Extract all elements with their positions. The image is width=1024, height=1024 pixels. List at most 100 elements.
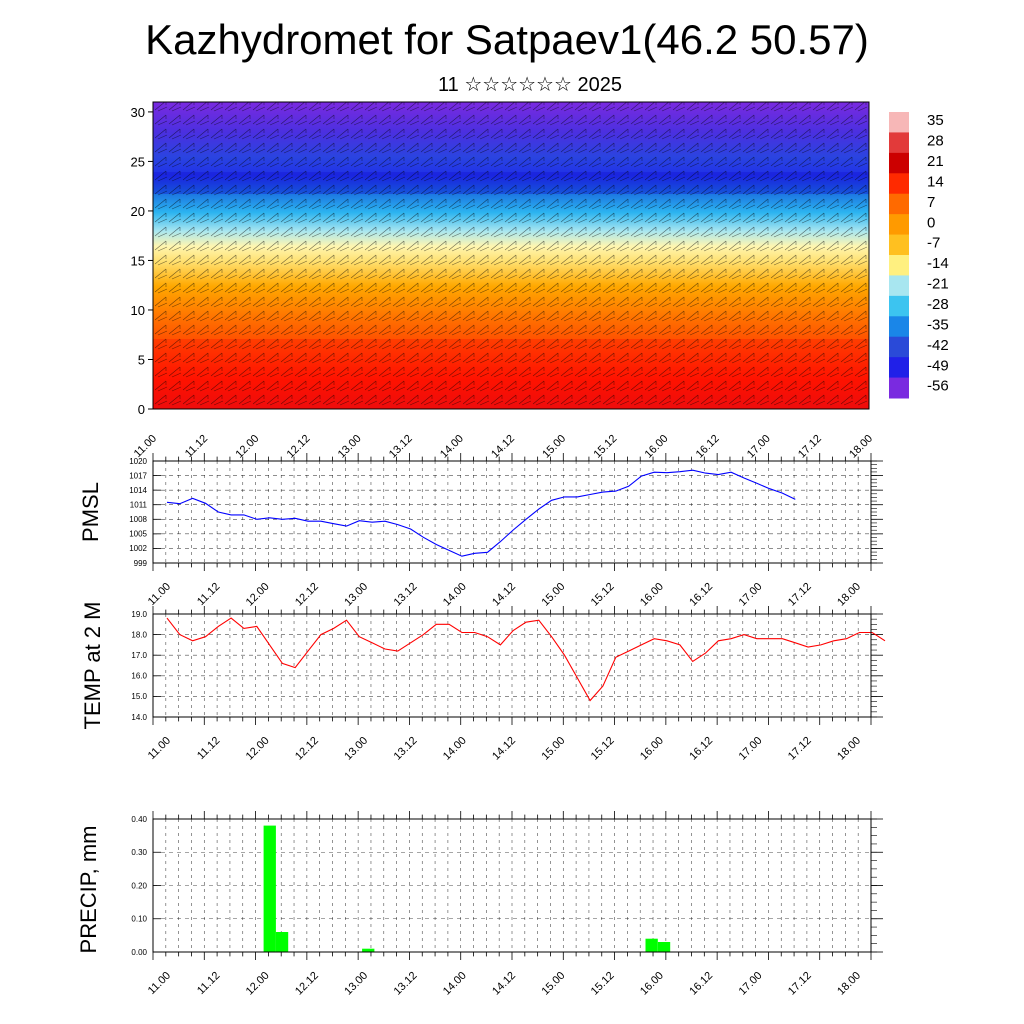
pmsl-x-tick-label: 11.12 [195, 581, 222, 608]
pmsl-x-tick-label: 17.12 [786, 581, 814, 609]
precip-x-tick-label: 13.00 [342, 970, 370, 998]
cross-section-x-tick-label: 15.12 [591, 433, 619, 461]
colorbar-label: -35 [927, 316, 949, 333]
chart-subtitle: 11 ☆☆☆☆☆☆ 2025 [438, 74, 622, 96]
temp-x-tick-label: 12.00 [244, 735, 272, 763]
cross-section-y-tick-label: 15 [131, 253, 145, 268]
colorbar-swatch [889, 357, 909, 379]
cross-section-x-tick-label: 12.00 [233, 433, 261, 461]
colorbar-swatch [889, 152, 909, 174]
pmsl-x-tick-label: 11.00 [146, 581, 173, 608]
temp-y-tick-label: 16.0 [131, 672, 147, 681]
precip-bar [362, 948, 375, 952]
pmsl-y-tick-label: 1011 [130, 501, 148, 510]
pmsl-x-tick-label: 13.00 [342, 581, 370, 609]
pmsl-x-tick-label: 17.00 [737, 581, 765, 609]
colorbar-label: 0 [927, 214, 935, 231]
precip-x-tick-label: 17.12 [786, 970, 814, 998]
precip-x-tick-label: 15.00 [539, 970, 567, 998]
temp-x-tick-label: 16.12 [687, 735, 715, 763]
colorbar-swatch [889, 132, 909, 154]
pmsl-series-line [166, 469, 796, 557]
colorbar-swatch [889, 214, 909, 236]
colorbar-swatch [889, 275, 909, 297]
precip-y-tick-label: 0.00 [131, 948, 147, 957]
cross-section-x-tick-label: 14.00 [438, 433, 466, 461]
colorbar-swatch [889, 316, 909, 338]
precip-bar [275, 932, 289, 952]
pmsl-y-tick-label: 1014 [129, 486, 147, 495]
temp-x-tick-label: 14.00 [441, 735, 469, 763]
wind-barbs-overlay [153, 102, 869, 409]
colorbar-label: 21 [927, 153, 944, 170]
pmsl-y-tick-label: 999 [134, 559, 148, 568]
precip-bar [263, 825, 276, 952]
colorbar-swatch [889, 255, 909, 276]
pmsl-x-tick-label: 14.00 [441, 581, 469, 609]
temp-x-tick-label: 14.12 [490, 735, 518, 763]
pmsl-y-tick-label: 1008 [129, 515, 147, 524]
precip-y-tick-label: 0.40 [131, 815, 147, 824]
colorbar-label: -49 [927, 357, 949, 374]
precip-y-axis-title: PRECIP, mm [76, 826, 101, 954]
precip-x-tick-label: 13.12 [392, 970, 420, 998]
temp-y-tick-label: 18.0 [131, 630, 147, 639]
pmsl-panel: 999 1002 1005 1008 1011 1014 1017 1020 11.00 11.1… [78, 453, 883, 609]
pmsl-x-tick-label: 16.12 [687, 581, 715, 609]
cross-section-x-tick-label: 12.12 [285, 433, 313, 461]
precip-x-tick-label: 17.00 [737, 970, 765, 998]
cross-section-x-tick-label: 15.00 [540, 433, 568, 461]
precip-x-tick-label: 12.12 [293, 970, 321, 998]
temp-x-tick-label: 13.00 [342, 735, 370, 763]
precip-bar [657, 942, 671, 952]
cross-section-x-tick-label: 11.12 [183, 433, 210, 460]
colorbar-swatch [889, 173, 909, 195]
pmsl-x-tick-label: 14.12 [490, 581, 518, 609]
precip-x-tick-label: 16.00 [638, 970, 666, 998]
cross-section-y-tick-label: 10 [131, 303, 145, 318]
precip-panel: 0.00 0.10 0.20 0.30 0.40 11.00 11.12 12.00 12.12… [76, 811, 883, 998]
precip-x-tick-label: 16.12 [687, 970, 715, 998]
temp-x-tick-label: 11.00 [146, 735, 173, 762]
colorbar-label: 28 [927, 133, 944, 150]
pmsl-x-tick-label: 12.00 [244, 581, 272, 609]
pmsl-x-tick-label: 13.12 [392, 581, 420, 609]
colorbar-label: 14 [927, 173, 944, 190]
cross-section-y-tick-label: 25 [131, 154, 145, 169]
colorbar-label: 35 [927, 112, 944, 129]
colorbar-label: -56 [927, 378, 949, 395]
cross-section-y-tick-label: 5 [138, 352, 145, 367]
colorbar-label: -14 [927, 255, 949, 272]
pmsl-x-tick-label: 18.00 [835, 581, 863, 609]
precip-x-tick-label: 11.12 [195, 970, 222, 997]
pmsl-y-axis-title: PMSL [78, 482, 103, 542]
cross-section-x-tick-label: 13.12 [387, 433, 415, 461]
cross-section-x-tick-label: 14.12 [489, 433, 517, 461]
precip-x-tick-label: 12.00 [244, 970, 272, 998]
precip-x-tick-label: 15.12 [589, 970, 617, 998]
temp-x-tick-label: 15.00 [539, 735, 567, 763]
colorbar-label: -28 [927, 296, 949, 313]
colorbar-label: -21 [927, 276, 949, 293]
temp-y-tick-label: 14.0 [131, 713, 147, 722]
precip-bar [645, 938, 658, 952]
cross-section-y-tick-label: 20 [131, 204, 145, 219]
colorbar-label: 7 [927, 194, 935, 211]
cross-section-frame [152, 101, 870, 410]
temp-x-tick-label: 16.00 [638, 735, 666, 763]
pmsl-y-tick-label: 1017 [129, 471, 147, 480]
temp-x-tick-label: 15.12 [589, 735, 617, 763]
colorbar-swatch [889, 295, 909, 317]
temp-y-axis-title: TEMP at 2 M [80, 602, 105, 730]
precip-x-tick-label: 14.12 [490, 970, 518, 998]
colorbar: 35 28 21 14 7 0 -7 -14 -21 -28 -35 -42 -49 -56 [889, 112, 949, 399]
colorbar-swatch [889, 234, 909, 256]
temp-x-tick-label: 17.12 [786, 735, 814, 763]
precip-y-tick-label: 0.10 [131, 915, 147, 924]
chart-title: Kazhydromet for Satpaev1(46.2 50.57) [145, 16, 869, 63]
pmsl-x-tick-label: 15.00 [539, 581, 567, 609]
colorbar-label: -7 [927, 235, 940, 252]
temp-x-tick-label: 18.00 [835, 735, 863, 763]
